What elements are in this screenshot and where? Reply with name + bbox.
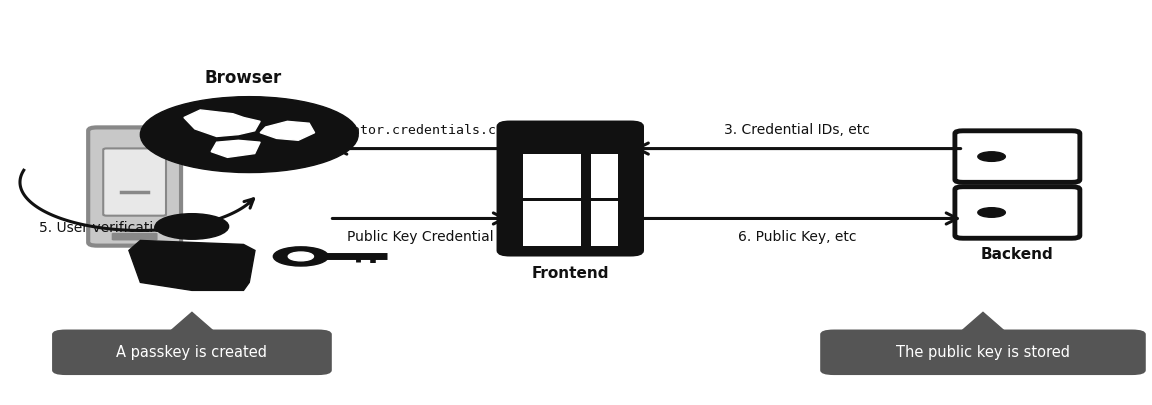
Circle shape <box>156 214 228 239</box>
Circle shape <box>978 152 1006 161</box>
Text: Backend: Backend <box>982 247 1054 262</box>
Circle shape <box>273 247 328 266</box>
FancyBboxPatch shape <box>112 233 158 241</box>
Text: Frontend: Frontend <box>531 266 609 281</box>
Polygon shape <box>260 122 314 140</box>
Circle shape <box>288 252 313 261</box>
Text: The public key is stored: The public key is stored <box>896 345 1070 360</box>
Polygon shape <box>129 241 255 290</box>
FancyBboxPatch shape <box>523 201 582 246</box>
FancyBboxPatch shape <box>523 154 582 198</box>
FancyBboxPatch shape <box>52 330 332 375</box>
Polygon shape <box>957 312 1008 334</box>
Text: A passkey is created: A passkey is created <box>116 345 267 360</box>
Polygon shape <box>167 312 218 334</box>
FancyBboxPatch shape <box>515 129 626 152</box>
FancyBboxPatch shape <box>591 201 617 246</box>
Text: 4. navigator.credentials.create(): 4. navigator.credentials.create() <box>288 124 552 136</box>
Text: 3. Credential IDs, etc: 3. Credential IDs, etc <box>725 123 870 136</box>
FancyBboxPatch shape <box>955 131 1079 182</box>
FancyBboxPatch shape <box>104 148 166 216</box>
FancyBboxPatch shape <box>820 330 1146 375</box>
Text: 6. Public Key, etc: 6. Public Key, etc <box>738 230 857 245</box>
Circle shape <box>978 208 1006 217</box>
Polygon shape <box>211 140 260 158</box>
Text: Public Key Credential: Public Key Credential <box>347 230 493 245</box>
FancyBboxPatch shape <box>89 128 181 246</box>
Circle shape <box>141 97 358 173</box>
FancyBboxPatch shape <box>499 123 642 254</box>
Text: 5. User verification: 5. User verification <box>39 222 170 235</box>
FancyBboxPatch shape <box>955 187 1079 238</box>
FancyBboxPatch shape <box>591 154 617 198</box>
Polygon shape <box>184 110 260 136</box>
Text: Browser: Browser <box>205 69 282 87</box>
